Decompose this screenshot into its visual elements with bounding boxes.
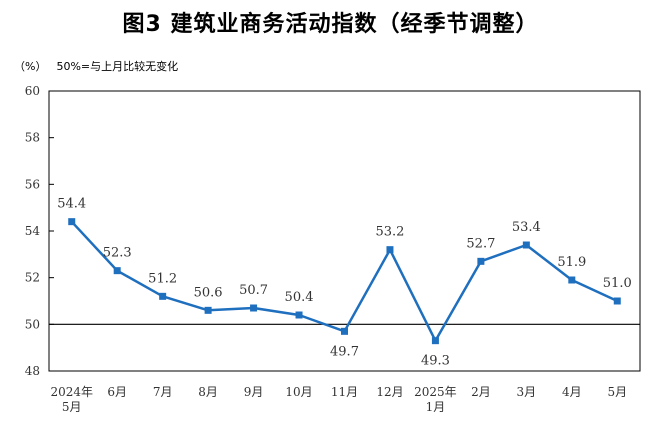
x-tick-label: 4月 — [562, 385, 582, 399]
data-point-marker — [204, 306, 212, 314]
data-point-marker — [159, 292, 167, 300]
x-tick-label: 11月 — [331, 385, 358, 399]
reference-note: 50%=与上月比较无变化 — [56, 60, 179, 73]
x-tick-label: 6月 — [107, 385, 127, 399]
data-label: 49.7 — [330, 344, 359, 359]
y-tick-label: 48 — [25, 364, 40, 378]
x-tick-label: 10月 — [285, 385, 312, 399]
data-label: 51.9 — [557, 255, 586, 270]
x-tick-label: 12月 — [376, 385, 403, 399]
x-tick-label: 5月 — [607, 385, 627, 399]
data-label: 53.4 — [512, 220, 541, 235]
data-label: 52.3 — [103, 246, 132, 261]
x-tick-label: 2月 — [471, 385, 491, 399]
data-label: 51.2 — [148, 271, 177, 286]
data-point-marker — [477, 257, 485, 265]
y-tick-label: 54 — [25, 224, 41, 238]
data-point-marker — [295, 311, 303, 319]
x-tick-label: 8月 — [198, 385, 218, 399]
x-tick-label: 1月 — [426, 400, 446, 414]
data-point-marker — [250, 304, 258, 312]
x-tick-label: 3月 — [517, 385, 537, 399]
chart-title: 图3 建筑业商务活动指数（经季节调整） — [122, 12, 539, 37]
data-label: 51.0 — [603, 276, 632, 291]
data-label: 50.6 — [194, 285, 223, 300]
y-tick-label: 60 — [25, 84, 40, 98]
data-point-marker — [113, 267, 121, 275]
data-label: 52.7 — [466, 236, 495, 251]
x-tick-label: 9月 — [244, 385, 264, 399]
data-point-marker — [68, 218, 76, 226]
data-label: 54.4 — [57, 197, 86, 212]
data-point-marker — [568, 276, 576, 284]
data-point-marker — [522, 241, 530, 249]
x-tick-label: 7月 — [153, 385, 173, 399]
x-tick-label: 2024年 — [50, 385, 93, 399]
unit-label: （%） — [14, 60, 47, 73]
data-point-marker — [386, 246, 394, 254]
data-label: 49.3 — [421, 354, 450, 369]
x-tick-label: 5月 — [62, 400, 82, 414]
y-tick-label: 58 — [25, 131, 40, 145]
data-point-marker — [341, 327, 348, 335]
data-label: 50.7 — [239, 283, 268, 298]
data-point-marker — [431, 337, 439, 345]
y-tick-label: 56 — [25, 177, 40, 191]
data-label: 53.2 — [375, 225, 404, 240]
y-tick-label: 50 — [25, 317, 40, 331]
y-tick-label: 52 — [25, 271, 40, 285]
chart-note: （%） 50%=与上月比较无变化 — [14, 58, 178, 74]
x-tick-label: 2025年 — [414, 385, 457, 399]
data-point-marker — [613, 297, 621, 305]
data-label: 50.4 — [285, 290, 314, 305]
